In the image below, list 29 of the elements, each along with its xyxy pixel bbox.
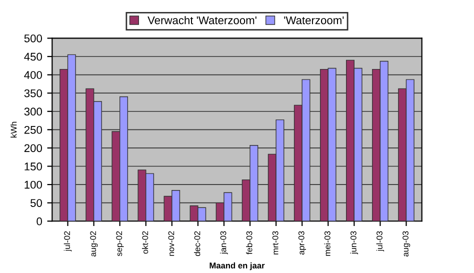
y-tick-label: 500 [24,34,42,42]
x-tick-label: aug-03 [402,231,410,256]
x-tick-label: dec-02 [194,231,200,256]
x-tick-label: jan-03 [220,231,228,254]
y-tick-label: 0 [36,217,42,226]
x-axis-title: Maand en jaar [210,262,265,270]
y-axis-title: kWh [10,122,17,138]
x-tick-label: mrt-03 [272,231,278,254]
legend-label: 'Waterzoom' [284,16,344,24]
y-tick-label: 150 [24,162,42,170]
x-tick-label: nov-02 [168,231,174,256]
y-tick-label: 100 [24,180,42,189]
x-tick-label: aug-02 [90,231,98,256]
y-tick-label: 300 [24,108,42,116]
x-tick-label: feb-03 [246,231,252,254]
x-tick-label: apr-03 [298,231,306,255]
x-tick-label: jun-03 [350,231,358,254]
x-tick-label: jul-02 [64,231,72,252]
y-tick-label: 350 [24,89,42,98]
x-tick-label: okt-02 [142,231,148,254]
legend-label: Verwacht 'Waterzoom' [148,16,256,24]
y-tick-label: 450 [24,52,42,61]
x-tick-label: sep-02 [116,231,124,256]
y-tick-label: 250 [24,126,42,134]
y-tick-label: 400 [24,71,42,79]
y-tick-label: 200 [24,144,42,152]
x-tick-label: jul-03 [376,231,384,252]
y-tick-label: 50 [30,199,42,207]
x-tick-label: mei-03 [324,231,330,256]
